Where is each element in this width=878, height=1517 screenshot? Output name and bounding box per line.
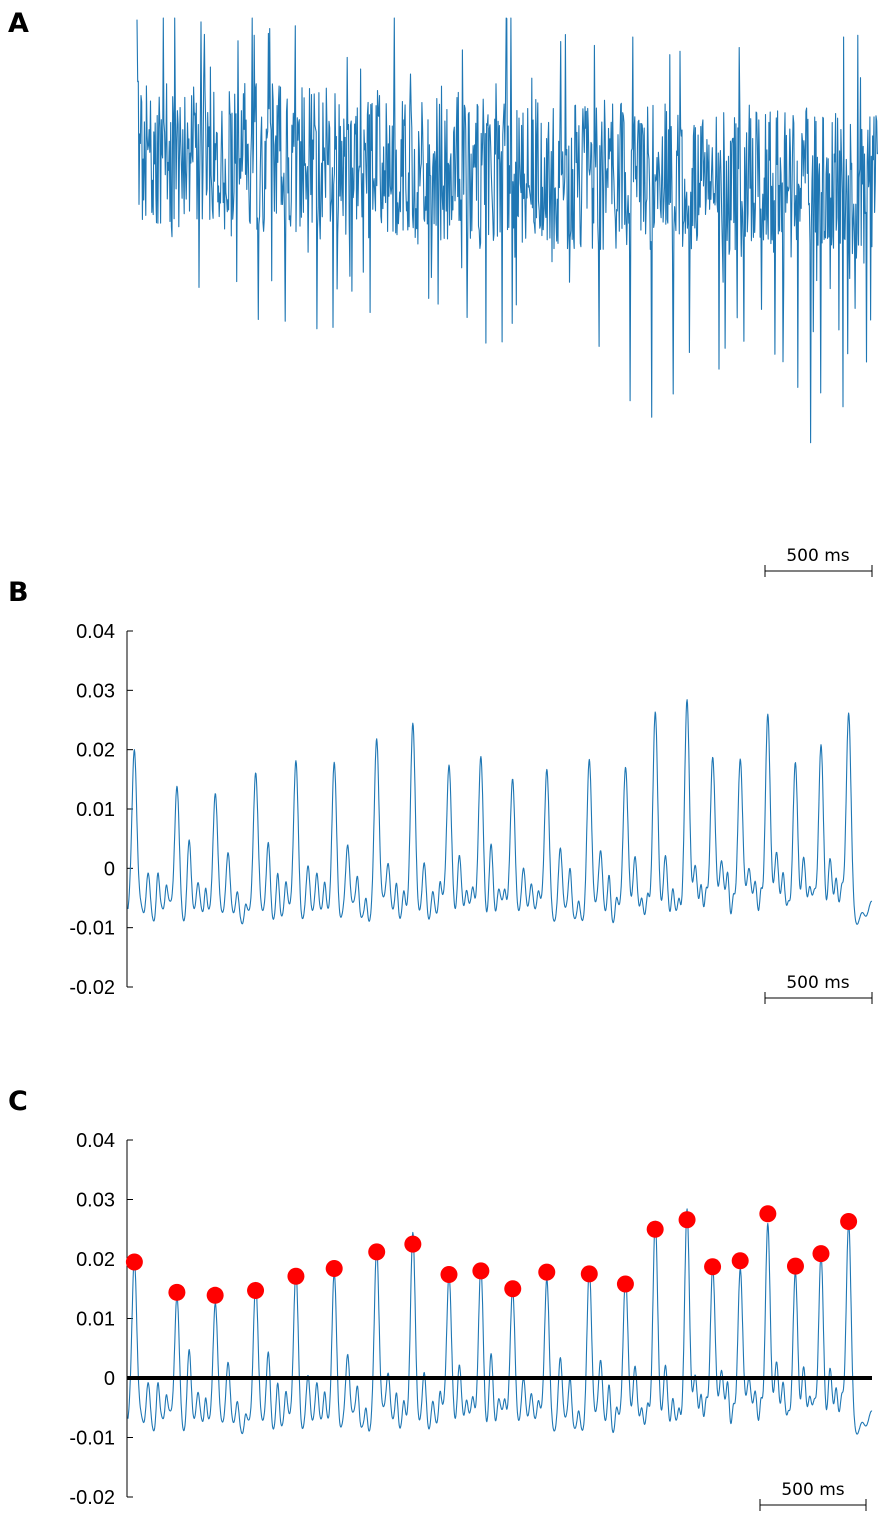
panel-c-scale-bar-label: 500 ms xyxy=(781,1480,844,1500)
y-tick-label: 0 xyxy=(104,1368,115,1390)
peak-marker xyxy=(759,1205,777,1223)
y-tick-label: 0 xyxy=(104,858,115,880)
peak-marker xyxy=(840,1213,858,1231)
y-tick-label: 0.04 xyxy=(76,621,115,643)
peak-marker xyxy=(786,1257,804,1275)
panel-c-label: C xyxy=(8,1086,28,1117)
panel-a-trace xyxy=(136,17,878,444)
panel-b-scale-bar-label: 500 ms xyxy=(786,973,849,993)
y-tick-label: 0.01 xyxy=(76,799,115,821)
peak-marker xyxy=(538,1263,556,1281)
peak-marker xyxy=(580,1265,598,1283)
peak-marker xyxy=(247,1282,265,1300)
peak-marker xyxy=(404,1235,422,1253)
peak-marker xyxy=(325,1260,343,1278)
peak-marker xyxy=(287,1267,305,1285)
panel-c-trace xyxy=(127,1208,873,1435)
y-tick-label: 0.03 xyxy=(76,1190,115,1212)
panel-b: B -0.02 -0.01 0 0.01 0.02 0.03 0.04 500 ms xyxy=(8,577,873,1004)
panel-c-scale-bar: 500 ms xyxy=(759,1480,867,1511)
panel-c: C -0.02 -0.01 0 0.01 0.02 0.03 0.04 500 ms xyxy=(8,1086,873,1511)
panel-b-y-axis: -0.02 -0.01 0 0.01 0.02 0.03 0.04 xyxy=(69,621,133,999)
panel-a-label: A xyxy=(8,8,29,39)
peak-marker xyxy=(168,1283,186,1301)
panel-a: A 500 ms xyxy=(8,8,878,577)
peak-marker xyxy=(704,1258,722,1276)
y-tick-label: -0.02 xyxy=(69,977,115,999)
peak-marker xyxy=(440,1265,458,1283)
y-tick-label: 0.04 xyxy=(76,1130,115,1152)
y-tick-label: 0.02 xyxy=(76,1249,115,1271)
peak-marker xyxy=(731,1252,749,1270)
peak-marker xyxy=(368,1243,386,1261)
y-tick-label: 0.02 xyxy=(76,740,115,762)
panel-a-scale-bar-label: 500 ms xyxy=(786,546,849,566)
peak-marker xyxy=(472,1262,490,1280)
y-tick-label: -0.01 xyxy=(69,1428,115,1450)
panel-b-trace xyxy=(127,699,873,925)
panel-a-scale-bar: 500 ms xyxy=(764,546,873,577)
peak-marker xyxy=(646,1220,664,1238)
peak-marker xyxy=(125,1253,143,1271)
y-tick-label: -0.02 xyxy=(69,1487,115,1509)
panel-b-label: B xyxy=(8,577,29,608)
peak-marker xyxy=(206,1286,224,1304)
peak-marker xyxy=(504,1280,522,1298)
panel-c-y-axis: -0.02 -0.01 0 0.01 0.02 0.03 0.04 xyxy=(69,1130,133,1509)
peak-marker xyxy=(678,1211,696,1229)
y-tick-label: 0.01 xyxy=(76,1309,115,1331)
panel-c-peak-markers xyxy=(125,1205,858,1304)
peak-marker xyxy=(812,1245,830,1263)
peak-marker xyxy=(616,1275,634,1293)
y-tick-label: -0.01 xyxy=(69,918,115,940)
panel-b-scale-bar: 500 ms xyxy=(764,973,873,1004)
y-tick-label: 0.03 xyxy=(76,680,115,702)
